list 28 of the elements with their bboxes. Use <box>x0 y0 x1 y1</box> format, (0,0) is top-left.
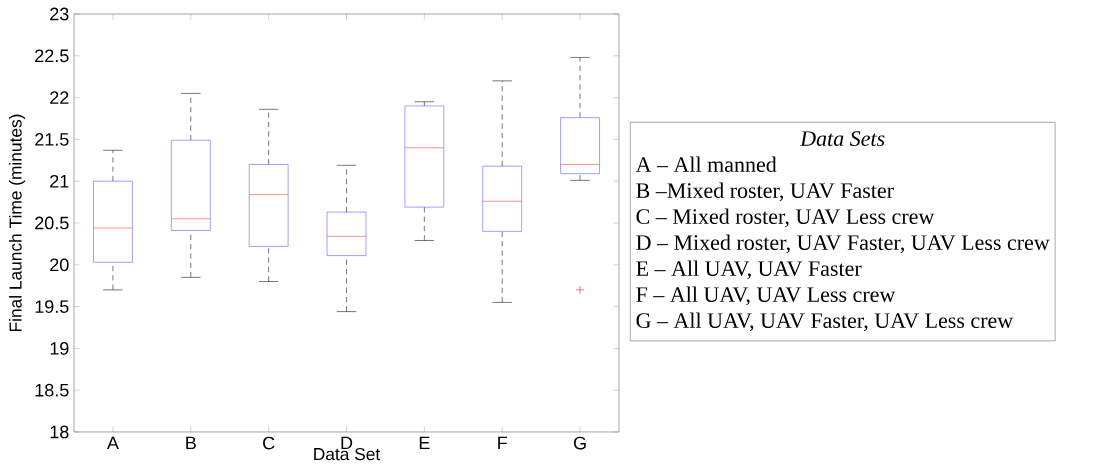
y-tick-label: 21 <box>50 174 69 188</box>
y-tick-label: 19 <box>50 342 69 355</box>
text: G – All UAV, UAV Faster, UAV Less crew <box>636 312 1014 332</box>
text: C – Mixed roster, UAV Less crew <box>636 208 935 228</box>
y-tick-label: 21.5 <box>35 133 69 146</box>
text: E – All UAV, UAV Faster <box>636 260 862 280</box>
y-tick-label: 23 <box>50 7 69 21</box>
x-tick-label: E <box>419 436 430 450</box>
x-tick-label: C <box>263 436 275 450</box>
y-tick-label: 22 <box>50 91 69 104</box>
text: D – Mixed roster, UAV Faster, UAV Less crew <box>636 234 1050 254</box>
x-tick-label: B <box>186 436 196 450</box>
y-axis-title: Final Launch Time (minutes) <box>8 114 26 332</box>
x-tick-label: F <box>498 436 507 450</box>
x-tick-label: G <box>573 436 586 450</box>
y-tick-label: 20.5 <box>35 216 69 230</box>
x-axis-title: Data Set <box>314 447 381 461</box>
text: F – All UAV, UAV Less crew <box>636 286 896 306</box>
y-tick-label: 19.5 <box>35 300 69 313</box>
text: A – All manned <box>635 156 777 172</box>
legend-title: Data Sets <box>799 131 885 147</box>
x-tick-label: A <box>106 436 119 450</box>
x-tick-label: D <box>341 436 353 450</box>
y-tick-label: 18 <box>50 425 69 439</box>
y-tick-label: 22.5 <box>35 49 69 63</box>
y-tick-label: 20 <box>50 258 69 272</box>
y-tick-label: 18.5 <box>35 383 69 397</box>
text: B –Mixed roster, UAV Faster <box>636 182 894 202</box>
